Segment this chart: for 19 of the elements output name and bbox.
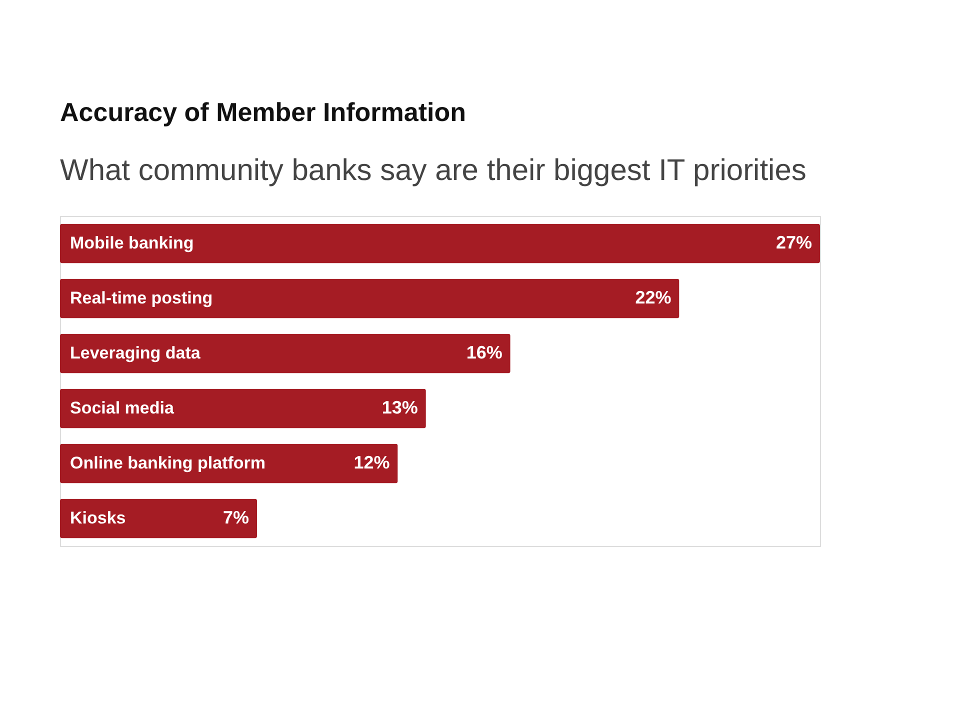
data-label: 16% (466, 342, 502, 362)
data-label: 13% (382, 398, 418, 418)
bar (60, 278, 680, 318)
data-label: 7% (223, 508, 250, 528)
y-tick-label: Mobile banking (70, 234, 194, 252)
y-tick-label: Kiosks (70, 508, 126, 528)
bar (60, 334, 510, 374)
data-label: 22% (635, 288, 672, 308)
y-tick-label: Online banking platform (70, 454, 266, 472)
chart-title: Accuracy of Member Information (60, 97, 466, 127)
y-tick-label: Social media (70, 398, 174, 418)
bar (60, 224, 820, 264)
y-tick-label: Real-time posting (70, 288, 213, 308)
y-tick-label: Leveraging data (70, 344, 201, 362)
data-label: 27% (776, 232, 812, 252)
bar (60, 498, 258, 538)
data-label: 12% (354, 452, 390, 472)
chart-subtitle: What community banks say are their biggest IT priorities (60, 154, 806, 187)
bar (60, 388, 426, 428)
